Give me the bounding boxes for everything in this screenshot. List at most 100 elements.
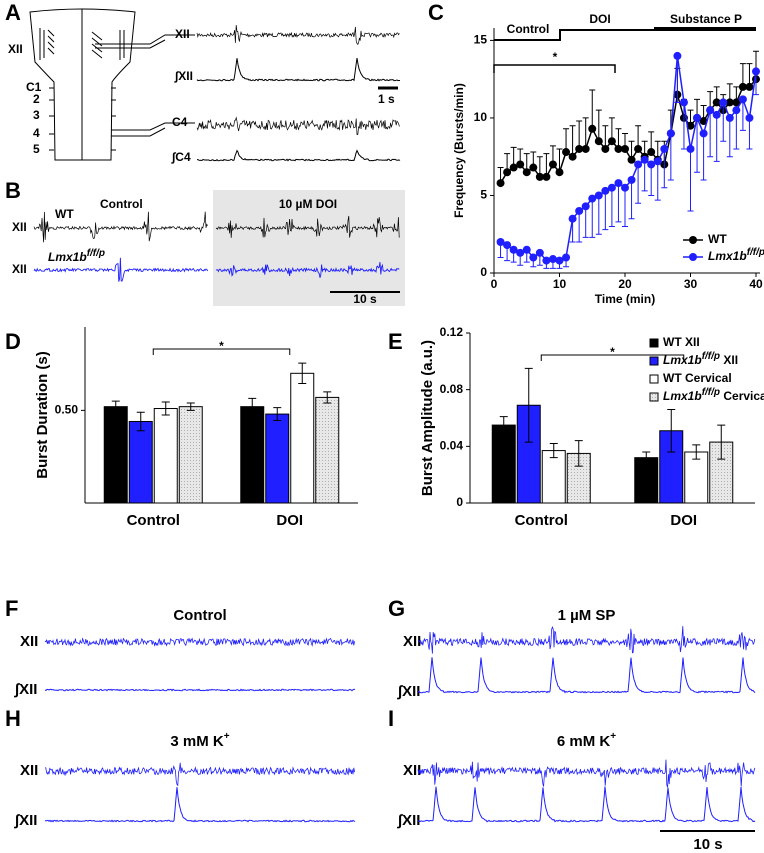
legend-marker xyxy=(689,253,697,261)
panel-label: F xyxy=(5,596,18,621)
data-point xyxy=(706,106,715,115)
legend-swatch xyxy=(649,392,659,402)
error-bar xyxy=(692,444,701,460)
legend-label-main: WT XII xyxy=(663,335,700,349)
data-point xyxy=(660,144,669,153)
significance-bracket xyxy=(493,64,616,73)
error-bar xyxy=(615,183,622,223)
data-point xyxy=(562,148,571,157)
panel-label: C xyxy=(428,0,444,25)
trace-label: ∫XII xyxy=(397,812,420,829)
trace-label: C4 xyxy=(172,115,188,129)
panel-label: H xyxy=(5,706,21,731)
legend-label-sup: f/f/p xyxy=(747,247,764,258)
panel-label: A xyxy=(5,0,21,25)
data-point xyxy=(673,51,682,60)
error-bar xyxy=(654,161,661,201)
panel-title-main: 1 µM SP xyxy=(558,607,616,624)
data-point xyxy=(588,194,597,203)
data-point xyxy=(581,202,590,211)
phase-label: DOI xyxy=(589,12,610,26)
bar xyxy=(541,450,566,504)
trace-label: ∫XII xyxy=(397,683,420,700)
error-bar xyxy=(589,198,596,238)
significance-bracket xyxy=(540,354,685,361)
error-bar xyxy=(582,206,589,238)
trace-label: XII xyxy=(403,633,421,650)
x-tick-label: 20 xyxy=(618,277,632,291)
error-bar xyxy=(717,424,726,460)
data-point xyxy=(640,155,649,164)
x-tick-label: Control xyxy=(127,512,180,529)
error-bar xyxy=(608,187,615,227)
scale-label: 10 s xyxy=(353,292,377,306)
genotype-label-main: Lmx1b xyxy=(48,250,87,264)
panel-label: D xyxy=(5,329,21,354)
significance-label: * xyxy=(219,339,224,353)
data-point xyxy=(555,168,564,177)
legend-label-main: WT xyxy=(708,232,727,246)
raw-trace xyxy=(44,762,355,787)
bar xyxy=(103,406,128,504)
error-bar xyxy=(111,400,120,413)
y-tick-label: 0.12 xyxy=(440,325,464,339)
legend-swatch xyxy=(649,374,659,384)
error-bar xyxy=(667,133,674,181)
data-point xyxy=(666,129,675,138)
error-bar xyxy=(569,125,576,157)
data-point xyxy=(503,241,512,250)
data-point xyxy=(594,191,603,200)
data-point xyxy=(509,245,518,254)
error-bar xyxy=(574,440,583,467)
error-bar xyxy=(720,102,727,142)
error-bar xyxy=(323,391,332,404)
data-point xyxy=(686,121,695,130)
data-point xyxy=(568,214,577,223)
data-point xyxy=(725,113,734,122)
integrated-trace xyxy=(197,149,401,162)
error-bar xyxy=(648,164,655,196)
data-point xyxy=(699,117,708,126)
data-point xyxy=(607,183,616,192)
data-point xyxy=(712,110,721,119)
legend-label: Lmx1bf/f/p XII xyxy=(663,351,738,368)
error-bar xyxy=(746,117,753,150)
integrated-trace xyxy=(196,58,400,82)
error-bar xyxy=(524,367,533,443)
data-point xyxy=(621,183,629,192)
panel-title-main: 3 mM K xyxy=(170,733,224,750)
error-bar xyxy=(549,443,558,459)
error-bar xyxy=(273,407,282,422)
data-point xyxy=(516,160,525,169)
x-tick-label: DOI xyxy=(670,512,697,529)
spinal-cord-drawing xyxy=(29,8,195,161)
error-bar xyxy=(499,416,508,435)
error-bar xyxy=(595,195,602,235)
legend-label-main: Lmx1b xyxy=(663,389,702,403)
data-point xyxy=(745,82,754,91)
data-point xyxy=(712,98,721,107)
panel-title-sup: + xyxy=(610,731,616,742)
raw-trace xyxy=(215,262,400,278)
bar xyxy=(240,406,265,504)
y-axis-label: Frequency (Bursts/min) xyxy=(452,83,466,218)
data-point xyxy=(575,144,584,153)
y-axis-label: Burst Amplitude (a.u.) xyxy=(419,340,436,496)
bar xyxy=(290,372,315,504)
legend-label-main: Lmx1b xyxy=(663,353,702,367)
data-point xyxy=(679,98,688,107)
error-bar xyxy=(576,120,583,149)
x-axis-label: Time (min) xyxy=(595,292,655,306)
data-point xyxy=(548,255,557,264)
raw-trace xyxy=(33,211,208,243)
bar xyxy=(265,413,290,504)
legend-swatch xyxy=(649,356,659,366)
panel-label: E xyxy=(388,329,403,354)
bar xyxy=(491,424,516,504)
y-tick-label: 0 xyxy=(456,495,463,509)
error-bar xyxy=(694,117,701,173)
data-point xyxy=(634,160,643,169)
error-bar xyxy=(707,110,714,158)
data-point xyxy=(614,179,623,188)
